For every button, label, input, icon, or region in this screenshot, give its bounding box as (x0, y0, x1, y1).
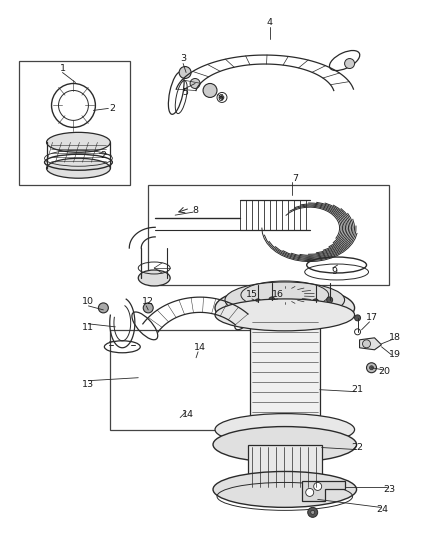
Text: 5: 5 (182, 88, 188, 97)
Text: 3: 3 (180, 54, 186, 63)
Text: 11: 11 (82, 324, 95, 333)
Text: 6: 6 (217, 94, 223, 103)
Text: 19: 19 (389, 350, 400, 359)
Text: 20: 20 (378, 367, 390, 376)
Ellipse shape (190, 78, 200, 88)
Ellipse shape (143, 303, 153, 313)
Text: 13: 13 (82, 380, 95, 389)
Text: 4: 4 (267, 18, 273, 27)
Text: 23: 23 (383, 485, 396, 494)
Ellipse shape (367, 363, 377, 373)
Text: 12: 12 (142, 297, 154, 306)
Ellipse shape (138, 270, 170, 286)
Text: 8: 8 (192, 206, 198, 215)
Ellipse shape (225, 282, 345, 318)
Text: 17: 17 (366, 313, 378, 322)
Bar (19, 61, 130, 185)
Text: 1: 1 (60, 64, 66, 73)
Text: 9: 9 (332, 268, 338, 277)
Ellipse shape (46, 132, 110, 152)
Ellipse shape (327, 297, 332, 303)
Ellipse shape (179, 67, 191, 78)
Ellipse shape (269, 297, 275, 303)
Ellipse shape (311, 511, 314, 514)
Ellipse shape (213, 472, 357, 507)
Ellipse shape (99, 303, 108, 313)
Text: 14: 14 (182, 410, 194, 419)
Ellipse shape (203, 84, 217, 98)
Ellipse shape (363, 340, 371, 348)
Bar (148, 185, 389, 285)
Text: 10: 10 (82, 297, 95, 306)
Ellipse shape (215, 286, 355, 330)
Ellipse shape (345, 59, 355, 69)
Ellipse shape (355, 315, 360, 321)
Bar (248, 445, 321, 489)
Text: 14: 14 (194, 343, 206, 352)
Text: 22: 22 (352, 443, 364, 452)
Ellipse shape (314, 482, 321, 490)
Ellipse shape (308, 507, 318, 518)
Ellipse shape (306, 488, 314, 496)
Bar (110, 330, 265, 430)
Text: 15: 15 (246, 290, 258, 300)
Text: 7: 7 (292, 174, 298, 183)
Ellipse shape (220, 95, 224, 100)
Ellipse shape (370, 366, 374, 370)
Ellipse shape (46, 158, 110, 178)
Ellipse shape (255, 299, 261, 305)
Ellipse shape (213, 426, 357, 463)
Text: 2: 2 (100, 151, 106, 160)
Polygon shape (360, 338, 381, 350)
Text: 18: 18 (389, 333, 400, 342)
Bar (250, 315, 320, 430)
Ellipse shape (313, 299, 319, 305)
Polygon shape (302, 481, 345, 502)
Text: 24: 24 (377, 505, 389, 514)
Text: 16: 16 (272, 290, 284, 300)
Text: 21: 21 (352, 385, 364, 394)
Text: 2: 2 (110, 104, 115, 113)
Ellipse shape (215, 414, 355, 446)
Ellipse shape (215, 299, 355, 331)
